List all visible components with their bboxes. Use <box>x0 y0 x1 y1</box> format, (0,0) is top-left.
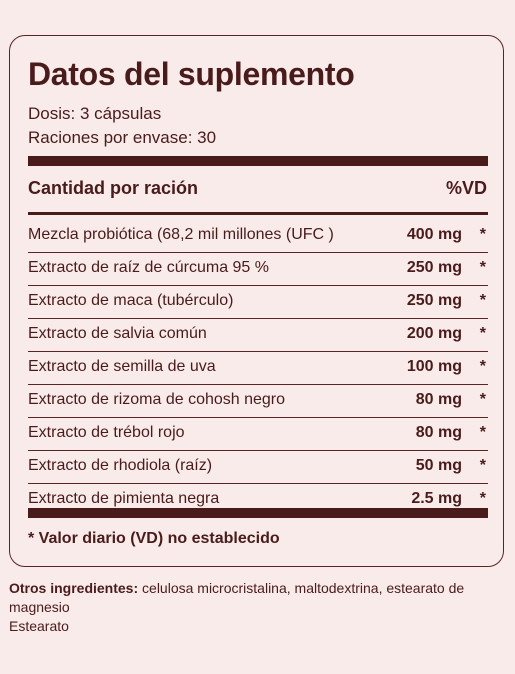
servings-per-container: Raciones por envase: 30 <box>28 128 217 147</box>
ingredient-amount: 100 mg <box>406 358 462 375</box>
ingredient-amount: 50 mg <box>415 457 462 474</box>
other-ingredients-extra: Estearato <box>9 618 69 634</box>
daily-value-mark: * <box>479 226 486 243</box>
ingredient-name: Extracto de pimienta negra <box>28 490 220 507</box>
header-divider <box>28 212 488 215</box>
top-thick-divider <box>28 156 488 166</box>
other-ingredients-text: celulosa microcristalina, maltodextrina,… <box>9 580 465 615</box>
ingredient-amount: 200 mg <box>406 325 462 342</box>
daily-value-mark: * <box>479 424 486 441</box>
ingredient-name: Mezcla probiótica (68,2 mil millones (UF… <box>28 226 334 243</box>
ingredient-row: Extracto de salvia común 200 mg * <box>28 319 488 352</box>
ingredient-amount: 2.5 mg <box>411 490 462 507</box>
daily-value-header: %VD <box>445 178 487 198</box>
ingredient-row: Mezcla probiótica (68,2 mil millones (UF… <box>28 220 488 253</box>
bottom-thick-divider <box>28 508 488 518</box>
ingredient-amount: 400 mg <box>406 226 462 243</box>
daily-value-mark: * <box>479 358 486 375</box>
ingredient-amount: 80 mg <box>415 391 462 408</box>
ingredient-name: Extracto de raíz de cúrcuma 95 % <box>28 259 269 276</box>
ingredient-row: Extracto de semilla de uva 100 mg * <box>28 352 488 385</box>
ingredient-table: Mezcla probiótica (68,2 mil millones (UF… <box>28 220 488 516</box>
daily-value-footnote: * Valor diario (VD) no establecido <box>28 530 280 547</box>
daily-value-mark: * <box>479 391 486 408</box>
ingredient-name: Extracto de maca (tubérculo) <box>28 292 234 309</box>
ingredient-row: Extracto de rizoma de cohosh negro 80 mg… <box>28 385 488 418</box>
other-ingredients: Otros ingredientes: celulosa microcrista… <box>9 579 504 636</box>
daily-value-mark: * <box>479 325 486 342</box>
daily-value-mark: * <box>479 292 486 309</box>
daily-value-mark: * <box>479 259 486 276</box>
ingredient-name: Extracto de rhodiola (raíz) <box>28 457 213 474</box>
daily-value-mark: * <box>479 457 486 474</box>
ingredient-row: Extracto de pimienta negra 2.5 mg * <box>28 484 488 516</box>
ingredient-row: Extracto de raíz de cúrcuma 95 % 250 mg … <box>28 253 488 286</box>
ingredient-row: Extracto de maca (tubérculo) 250 mg * <box>28 286 488 319</box>
ingredient-amount: 80 mg <box>415 424 462 441</box>
daily-value-mark: * <box>479 490 486 507</box>
panel-title: Datos del suplemento <box>28 56 355 92</box>
ingredient-name: Extracto de rizoma de cohosh negro <box>28 391 286 408</box>
ingredient-row: Extracto de trébol rojo 80 mg * <box>28 418 488 451</box>
ingredient-amount: 250 mg <box>406 292 462 309</box>
other-ingredients-label: Otros ingredientes: <box>9 580 139 596</box>
ingredient-amount: 250 mg <box>406 259 462 276</box>
serving-size: Dosis: 3 cápsulas <box>28 104 162 123</box>
amount-per-serving-header: Cantidad por ración <box>28 178 199 198</box>
ingredient-name: Extracto de semilla de uva <box>28 358 216 375</box>
ingredient-name: Extracto de salvia común <box>28 325 207 342</box>
ingredient-row: Extracto de rhodiola (raíz) 50 mg * <box>28 451 488 484</box>
supplement-facts-panel <box>9 35 504 567</box>
ingredient-name: Extracto de trébol rojo <box>28 424 185 441</box>
